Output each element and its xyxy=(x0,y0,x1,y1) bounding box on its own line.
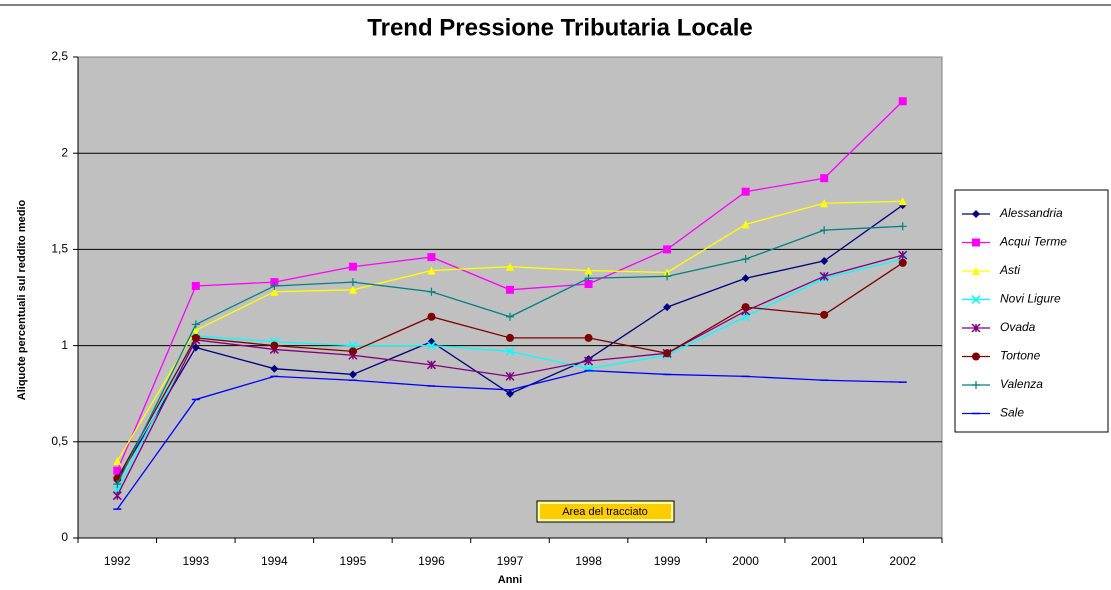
x-tick-label: 1994 xyxy=(261,554,288,568)
marker xyxy=(113,466,122,475)
marker xyxy=(663,303,672,312)
marker xyxy=(270,364,279,373)
marker xyxy=(270,341,279,350)
marker xyxy=(191,326,200,335)
marker xyxy=(112,491,122,501)
marker xyxy=(191,281,200,290)
marker xyxy=(191,343,200,352)
marker xyxy=(584,280,593,289)
marker xyxy=(898,197,907,206)
marker xyxy=(898,258,907,267)
marker xyxy=(191,333,200,342)
marker xyxy=(663,272,672,281)
marker xyxy=(820,256,829,265)
marker xyxy=(506,312,514,321)
marker xyxy=(191,320,200,329)
marker xyxy=(584,356,594,366)
marker xyxy=(584,266,593,275)
marker xyxy=(506,333,514,342)
legend-marker xyxy=(972,267,980,275)
y-tick-label: 2,5 xyxy=(51,49,68,63)
legend-label: Ovada xyxy=(1000,320,1036,334)
marker xyxy=(348,370,357,379)
y-tick-label: 0,5 xyxy=(51,434,68,448)
legend-marker xyxy=(972,352,980,361)
annotation-text: Area del tracciato xyxy=(562,506,648,518)
marker xyxy=(898,222,907,231)
marker xyxy=(427,253,436,262)
legend-label: Sale xyxy=(1000,406,1024,420)
legend-label: Tortone xyxy=(1000,349,1041,363)
x-tick-label: 1992 xyxy=(104,554,131,568)
marker xyxy=(819,271,829,281)
marker xyxy=(584,274,593,283)
x-tick-label: 2000 xyxy=(732,554,759,568)
x-tick-label: 1996 xyxy=(418,554,445,568)
x-tick-label: 1999 xyxy=(654,554,681,568)
marker xyxy=(348,262,357,271)
marker xyxy=(898,250,908,260)
y-tick-label: 1,5 xyxy=(51,242,68,256)
marker xyxy=(426,360,436,370)
marker xyxy=(505,371,515,381)
marker xyxy=(505,346,515,356)
marker xyxy=(741,303,750,312)
marker xyxy=(270,281,279,290)
legend-label: Acqui Terme xyxy=(999,235,1067,249)
plot-area xyxy=(77,56,943,539)
marker xyxy=(663,245,672,254)
annotation-fill xyxy=(540,504,671,519)
y-axis-title: Aliquote percentuali sul reddito medio xyxy=(16,199,28,400)
x-tick-label: 2001 xyxy=(811,554,838,568)
marker xyxy=(584,333,593,342)
marker xyxy=(741,255,750,264)
marker xyxy=(348,285,357,294)
legend-label: Novi Ligure xyxy=(1000,292,1061,306)
marker xyxy=(427,287,436,296)
marker xyxy=(898,97,907,106)
x-tick-label: 1995 xyxy=(340,554,367,568)
marker xyxy=(820,199,829,208)
legend-box xyxy=(954,189,1109,433)
legend-marker xyxy=(971,323,981,333)
legend-label: Valenza xyxy=(1000,377,1043,391)
y-tick-label: 2 xyxy=(61,145,68,159)
y-tick-label: 0 xyxy=(61,530,68,544)
x-tick-label: 1993 xyxy=(182,554,209,568)
marker xyxy=(270,287,279,296)
legend-marker xyxy=(971,294,981,305)
marker xyxy=(741,274,750,283)
marker xyxy=(820,310,829,319)
chart-title: Trend Pressione Tributaria Locale xyxy=(367,14,752,41)
x-tick-label: 2002 xyxy=(889,554,916,568)
marker xyxy=(741,220,750,229)
marker xyxy=(348,341,358,351)
marker xyxy=(820,174,829,183)
y-tick-label: 1 xyxy=(61,338,68,352)
x-tick-label: 1998 xyxy=(575,554,602,568)
marker xyxy=(348,347,357,356)
marker xyxy=(113,480,122,489)
legend-label: Alessandria xyxy=(999,206,1063,220)
marker xyxy=(427,266,436,275)
annotation: Area del tracciato xyxy=(536,500,675,523)
legend-marker xyxy=(972,381,980,389)
x-axis-title: Anni xyxy=(498,574,522,586)
legend-label: Asti xyxy=(999,263,1020,277)
marker xyxy=(427,312,436,321)
marker xyxy=(506,389,514,398)
marker xyxy=(506,285,514,294)
legend-marker xyxy=(972,238,980,247)
legend-marker xyxy=(972,210,980,218)
marker xyxy=(426,341,436,351)
marker xyxy=(113,457,122,466)
marker xyxy=(348,278,357,287)
x-tick-label: 1997 xyxy=(497,554,524,568)
marker xyxy=(506,262,514,271)
marker xyxy=(663,349,672,358)
marker xyxy=(820,226,829,235)
marker xyxy=(741,187,750,196)
